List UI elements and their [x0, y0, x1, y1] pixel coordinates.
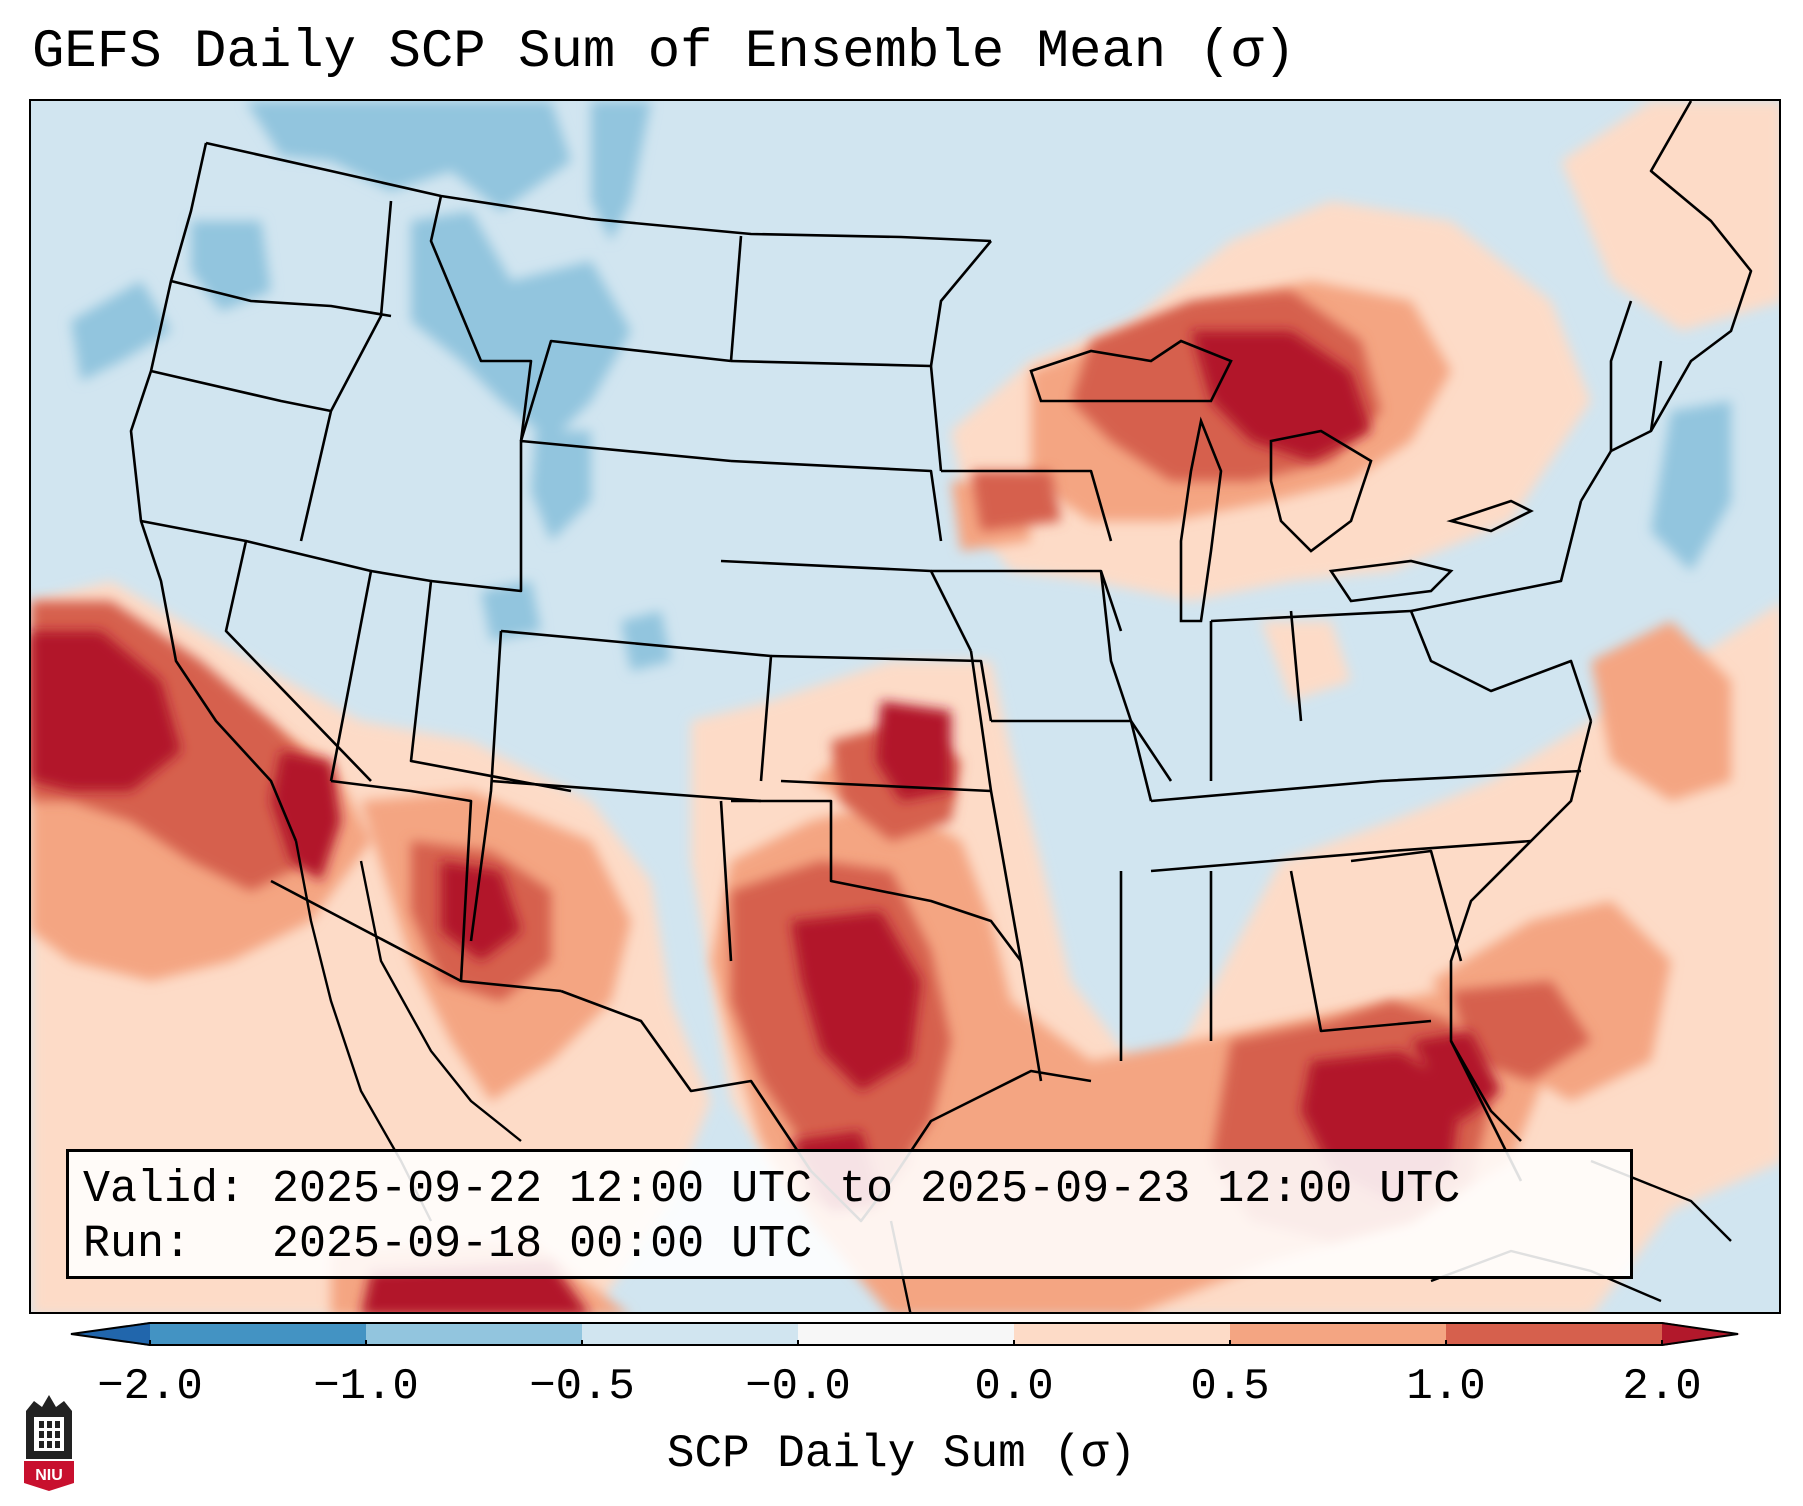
colorbar-segment: [798, 1322, 1014, 1346]
colorbar-tick-label: 2.0: [1622, 1362, 1702, 1412]
niu-logo: NIU: [24, 1395, 74, 1491]
negative-anomaly-areas: [71, 101, 1731, 671]
colorbar-extend-high: [1662, 1322, 1740, 1346]
colorbar-label: SCP Daily Sum (σ): [666, 1428, 1137, 1480]
run-time-value: 2025-09-18 00:00 UTC: [272, 1219, 813, 1270]
valid-time-value: 2025-09-22 12:00 UTC to 2025-09-23 12:00…: [272, 1164, 1461, 1215]
colorbar-segment: [366, 1322, 582, 1346]
colorbar-segment: [1014, 1322, 1230, 1346]
colorbar-tick-label: −0.5: [529, 1362, 635, 1412]
colorbar-tick-label: −1.0: [313, 1362, 419, 1412]
colorbar-tick-label: 0.0: [974, 1362, 1054, 1412]
valid-label: Valid:: [83, 1164, 246, 1215]
logo-text: NIU: [35, 1467, 63, 1484]
state-borders: [129, 101, 1753, 1223]
map-title: GEFS Daily SCP Sum of Ensemble Mean (σ): [32, 22, 1296, 83]
colorbar-tick-label: 0.5: [1190, 1362, 1270, 1412]
run-label: Run:: [83, 1219, 192, 1270]
valid-line: Valid: 2025-09-22 12:00 UTC to 2025-09-2…: [83, 1164, 1460, 1215]
positive-anomaly-extreme: [31, 331, 1501, 1312]
scp-anomaly-map: [31, 101, 1779, 1312]
map-panel: [29, 99, 1781, 1314]
run-line: Run: 2025-09-18 00:00 UTC: [83, 1219, 812, 1270]
colorbar-ticks: [149, 1340, 1663, 1346]
great-lakes: [1029, 339, 1534, 623]
colorbar-extend-low: [70, 1322, 150, 1346]
colorbar-segment: [582, 1322, 798, 1346]
colorbar-segment: [1230, 1322, 1446, 1346]
colorbar-segment: [1446, 1322, 1662, 1346]
valid-run-info-box: Valid: 2025-09-22 12:00 UTC to 2025-09-2…: [66, 1149, 1633, 1279]
colorbar-tick-label: −2.0: [97, 1362, 203, 1412]
colorbar: [70, 1322, 1740, 1346]
colorbar-segment: [150, 1322, 366, 1346]
colorbar-tick-label: −0.0: [745, 1362, 851, 1412]
colorbar-tick-label: 1.0: [1406, 1362, 1486, 1412]
